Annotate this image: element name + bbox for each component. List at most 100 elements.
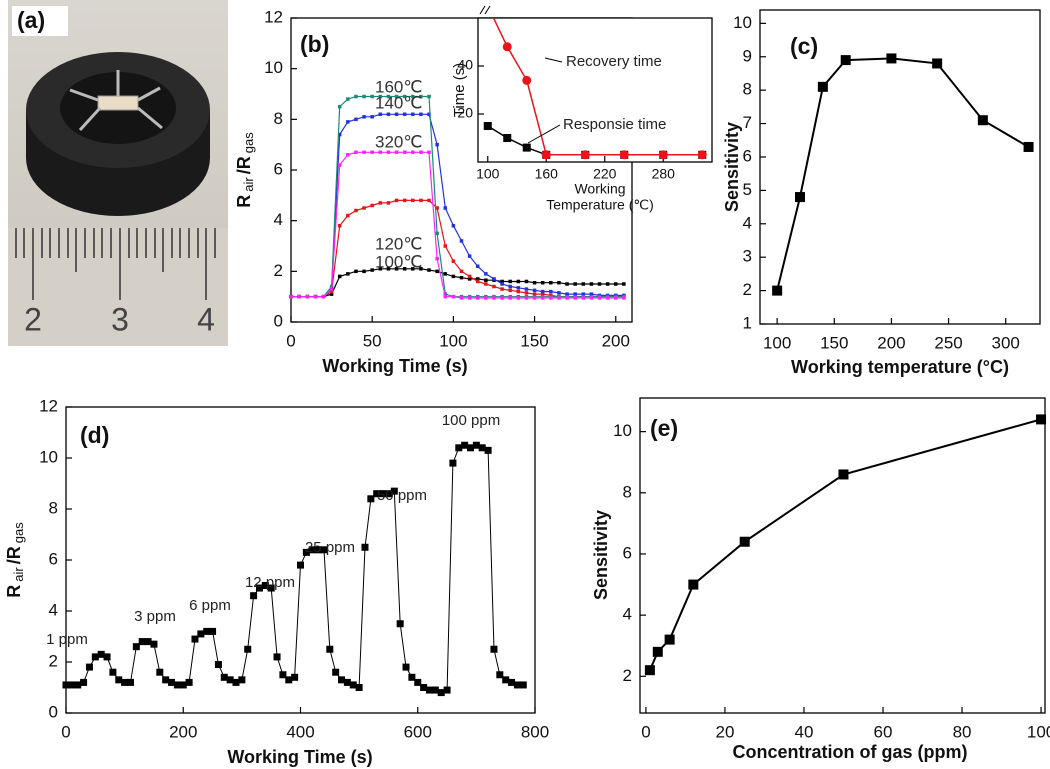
x-tick-label: 250 <box>934 333 962 352</box>
x-tick-label: 40 <box>795 722 814 741</box>
y-tick-label: 2 <box>274 261 283 280</box>
series-line <box>66 445 523 692</box>
marker <box>484 296 488 300</box>
marker <box>362 151 366 155</box>
series-group <box>772 53 1033 295</box>
x-tick-label: 50 <box>363 331 382 350</box>
x-axis-label: Working temperature (°C) <box>791 357 1009 377</box>
y-tick-label: 8 <box>743 80 752 99</box>
panel-label: (a) <box>17 7 45 33</box>
y-axis-label-part: air <box>11 567 26 582</box>
marker <box>449 460 456 467</box>
marker <box>508 289 512 293</box>
marker <box>460 296 464 300</box>
marker <box>346 97 350 101</box>
x-tick-label: 200 <box>877 333 905 352</box>
marker <box>444 272 448 276</box>
y-tick-label: 6 <box>274 159 283 178</box>
marker <box>370 268 374 272</box>
series-label: 100℃ <box>375 252 422 271</box>
marker <box>244 646 251 653</box>
marker <box>517 290 521 294</box>
marker <box>932 58 942 68</box>
marker <box>460 276 464 280</box>
y-tick-label: 4 <box>49 600 58 619</box>
marker <box>370 204 374 208</box>
marker <box>622 282 626 286</box>
x-axis-label: Working Time (s) <box>227 747 372 767</box>
marker <box>520 681 527 688</box>
x-tick-label: 800 <box>521 722 549 741</box>
y-tick-label: 0 <box>274 311 283 330</box>
marker <box>533 296 537 300</box>
series-line <box>650 419 1041 670</box>
marker <box>468 254 472 258</box>
marker <box>332 669 339 676</box>
marker <box>452 259 456 263</box>
marker <box>490 646 497 653</box>
marker <box>565 296 569 300</box>
marker <box>427 199 431 203</box>
marker <box>614 282 618 286</box>
x-axis-label: Working Time (s) <box>322 356 467 376</box>
y-tick-label: 4 <box>623 605 632 624</box>
y-axis-label-part: gas <box>241 132 256 153</box>
y-tick-label: 8 <box>623 482 632 501</box>
peak-label: 25 ppm <box>305 539 355 556</box>
marker <box>395 113 399 117</box>
marker <box>573 282 577 286</box>
y-tick-label: 6 <box>623 543 632 562</box>
marker <box>525 296 529 300</box>
marker <box>362 270 366 274</box>
ruler-label: 4 <box>197 301 215 337</box>
marker <box>289 295 293 299</box>
y-tick-label: 6 <box>49 549 58 568</box>
marker <box>549 296 553 300</box>
marker <box>522 76 531 85</box>
peak-label: 3 ppm <box>134 608 176 625</box>
marker <box>305 295 309 299</box>
y-tick-label: 4 <box>743 213 752 232</box>
chart-panel: 0200400600800024681012(d)Working Time (s… <box>4 396 549 766</box>
marker <box>698 150 707 159</box>
marker <box>533 289 537 293</box>
marker <box>533 281 537 285</box>
marker <box>460 239 464 243</box>
marker <box>362 95 366 99</box>
marker <box>215 661 222 668</box>
marker <box>387 201 391 205</box>
marker <box>379 113 383 117</box>
marker <box>492 277 496 281</box>
marker <box>330 287 334 291</box>
marker <box>435 257 439 261</box>
marker <box>468 275 472 279</box>
x-tick-label: 80 <box>953 722 972 741</box>
y-tick-label: 7 <box>743 113 752 132</box>
marker <box>452 295 456 299</box>
marker <box>645 665 655 675</box>
series-label: 120℃ <box>375 234 422 253</box>
marker <box>659 150 668 159</box>
marker <box>435 143 439 147</box>
marker <box>523 144 531 152</box>
marker <box>1024 142 1034 152</box>
marker <box>549 290 553 294</box>
marker <box>411 113 415 117</box>
marker <box>598 296 602 300</box>
marker <box>86 664 93 671</box>
x-tick-label: 100 <box>476 166 500 182</box>
marker <box>541 290 545 294</box>
marker <box>338 105 342 109</box>
marker <box>841 55 851 65</box>
marker <box>80 679 87 686</box>
marker <box>379 201 383 205</box>
y-tick-label: 1 <box>743 313 752 332</box>
marker <box>354 151 358 155</box>
marker <box>370 115 374 119</box>
marker <box>598 282 602 286</box>
series-label: Responsie time <box>563 116 666 133</box>
marker <box>620 150 629 159</box>
marker <box>688 580 698 590</box>
marker <box>186 679 193 686</box>
marker <box>508 280 512 284</box>
